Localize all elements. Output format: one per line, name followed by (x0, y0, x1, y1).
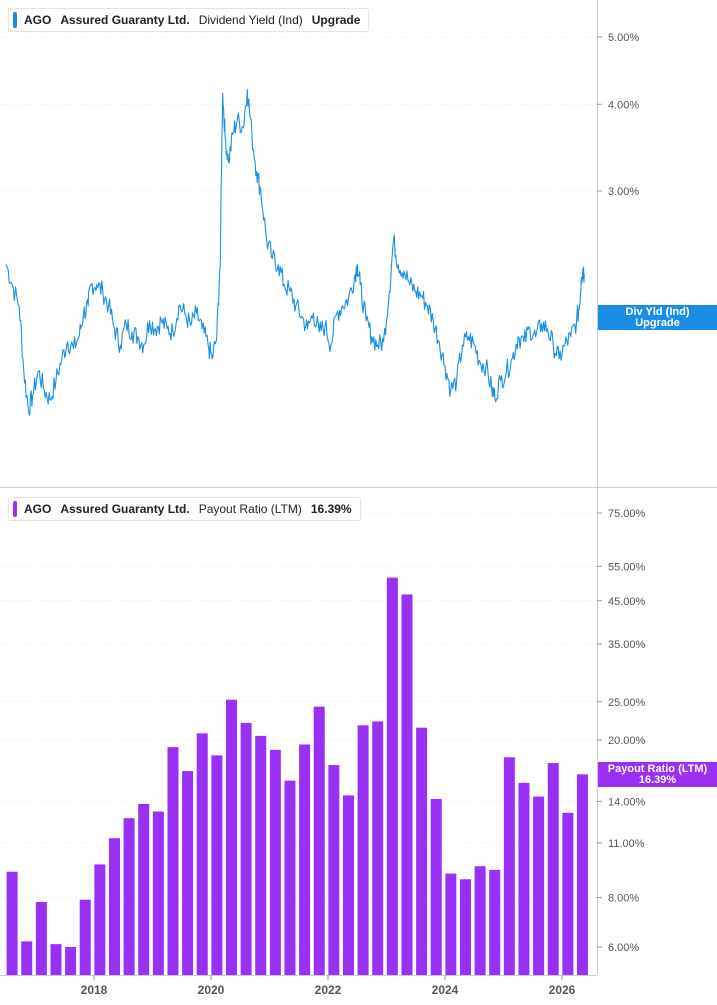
payout-bar (21, 941, 33, 975)
top-y-tick-label: 3.00% (608, 186, 639, 198)
payout-bar (108, 838, 120, 975)
x-axis-ticks: 2018 2020 2022 2024 2026 (81, 975, 576, 997)
payout-bar (225, 699, 237, 975)
bottom-y-tick-label: 6.00% (608, 942, 639, 954)
payout-bar (255, 735, 267, 975)
div-yield-tag-label: Div Yld (Ind) (625, 306, 690, 318)
payout-bar (357, 725, 369, 975)
payout-bar (35, 901, 47, 975)
top-legend-value[interactable]: Upgrade (311, 13, 361, 27)
top-legend-swatch (13, 12, 17, 28)
top-legend-ticker: AGO (24, 13, 52, 27)
bottom-y-tick-label: 45.00% (608, 596, 646, 608)
payout-bar (401, 594, 413, 975)
bottom-y-tick-label: 35.00% (608, 639, 646, 651)
payout-bar (416, 727, 428, 975)
payout-bar (269, 749, 281, 975)
payout-bar (211, 755, 223, 975)
payout-bar (196, 733, 208, 975)
payout-bar (240, 722, 252, 975)
bottom-y-tick-label: 20.00% (608, 735, 646, 747)
x-tick-label: 2024 (432, 983, 459, 997)
bottom-legend-ticker: AGO (24, 502, 52, 516)
payout-bar (533, 796, 545, 975)
top-y-axis-ticks: 5.00% 4.00% 3.00% (597, 32, 639, 198)
bottom-legend-company: Assured Guaranty Ltd. (60, 502, 190, 516)
top-legend-metric: Dividend Yield (Ind) (198, 13, 303, 27)
payout-bar (386, 577, 398, 975)
payout-ratio-value-tag: Payout Ratio (LTM) 16.39% (598, 762, 717, 787)
payout-bar (313, 706, 325, 975)
payout-bar (138, 803, 150, 975)
bottom-y-axis-ticks: 75.00% 55.00% 45.00% 35.00% 25.00% 20.00% 14.0… (597, 508, 646, 954)
payout-bar (182, 771, 194, 975)
payout-bar (167, 747, 179, 975)
payout-bar (342, 795, 354, 975)
payout-bar (474, 866, 486, 975)
x-tick-label: 2026 (549, 983, 576, 997)
bottom-legend-swatch (13, 501, 17, 517)
top-legend-company: Assured Guaranty Ltd. (60, 13, 190, 27)
top-y-tick-label: 4.00% (608, 99, 639, 111)
payout-bar (79, 899, 91, 975)
div-yield-tag-value: Upgrade (635, 317, 680, 329)
payout-bar (459, 879, 471, 975)
payout-bar (6, 871, 18, 975)
payout-bar (50, 944, 62, 975)
payout-bar (65, 947, 77, 975)
payout-bar (94, 864, 106, 975)
payout-bar (576, 774, 588, 975)
payout-bar (489, 869, 501, 975)
bottom-y-tick-label: 8.00% (608, 893, 639, 905)
bottom-y-tick-label: 55.00% (608, 561, 646, 573)
bottom-legend-metric: Payout Ratio (LTM) (198, 502, 302, 516)
payout-bar (518, 782, 530, 975)
payout-bar (562, 812, 574, 975)
payout-bar (430, 798, 442, 975)
payout-bar (372, 721, 384, 975)
payout-ratio-tag-label: Payout Ratio (LTM) (607, 763, 708, 775)
x-tick-label: 2022 (315, 983, 342, 997)
payout-ratio-tag-value: 16.39% (638, 774, 677, 786)
bottom-y-tick-label: 25.00% (608, 697, 646, 709)
div-yield-value-tag[interactable]: Div Yld (Ind) Upgrade (598, 305, 717, 330)
payout-bar (123, 818, 135, 975)
bottom-y-tick-label: 14.00% (608, 796, 646, 808)
bottom-legend[interactable]: AGO Assured Guaranty Ltd. Payout Ratio (… (8, 497, 361, 521)
top-gridlines (0, 36, 597, 192)
payout-bar (328, 765, 340, 975)
payout-bar (284, 780, 296, 975)
bottom-y-tick-label: 11.00% (608, 838, 645, 850)
x-tick-label: 2020 (198, 983, 225, 997)
payout-bar (503, 757, 515, 975)
bottom-y-tick-label: 75.00% (608, 508, 646, 520)
top-legend[interactable]: AGO Assured Guaranty Ltd. Dividend Yield… (8, 8, 370, 32)
payout-bar (152, 811, 164, 975)
payout-bar (299, 744, 311, 975)
payout-bar (445, 873, 457, 975)
payout-bar (547, 763, 559, 975)
payout-ratio-bars (6, 577, 588, 975)
bottom-legend-value: 16.39% (310, 502, 352, 516)
top-y-tick-label: 5.00% (608, 32, 639, 44)
dividend-yield-line (5, 89, 585, 416)
x-tick-label: 2018 (81, 983, 108, 997)
